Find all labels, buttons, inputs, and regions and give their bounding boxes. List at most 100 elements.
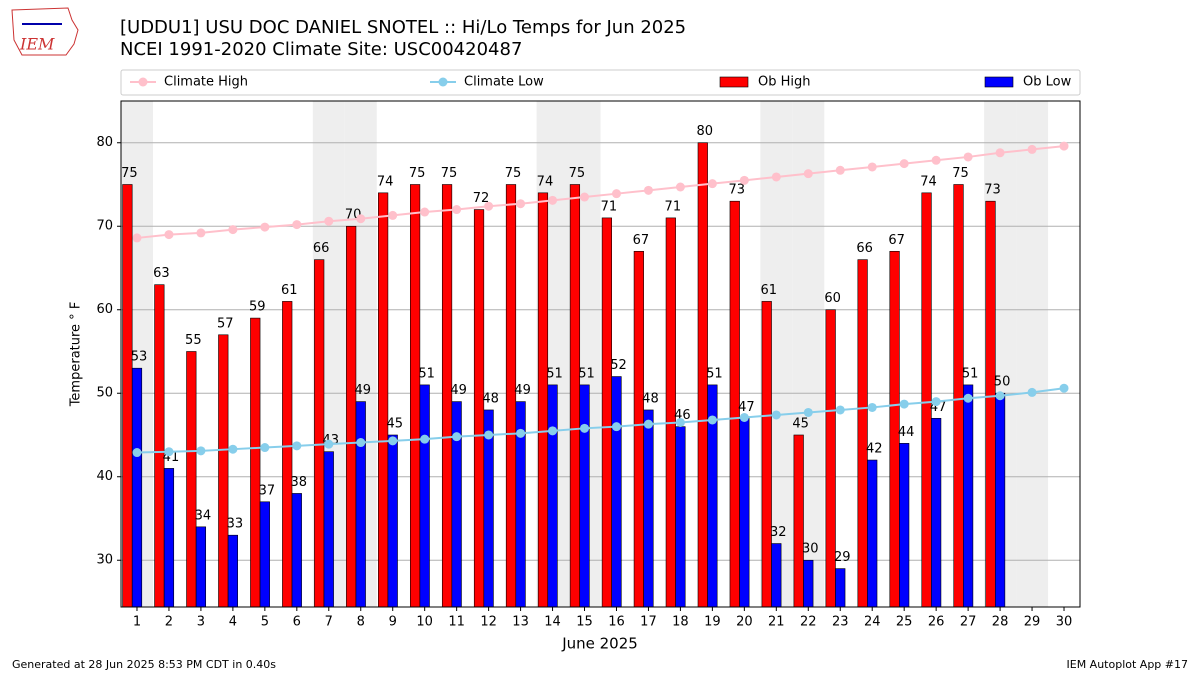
climate-point	[292, 441, 302, 451]
data-label: 57	[217, 316, 234, 331]
footer-left: Generated at 28 Jun 2025 8:53 PM CDT in …	[12, 658, 276, 671]
x-tick-label: 20	[736, 615, 753, 630]
climate-point	[771, 172, 781, 182]
logo: IEM	[11, 7, 79, 56]
climate-point	[484, 201, 494, 211]
legend-swatch	[138, 77, 148, 87]
x-tick-label: 24	[864, 615, 881, 630]
data-label: 34	[195, 508, 212, 523]
bar	[537, 192, 549, 608]
x-tick-label: 16	[608, 615, 625, 630]
climate-point	[548, 195, 558, 205]
data-label: 75	[121, 166, 138, 181]
climate-point	[931, 397, 941, 407]
climate-point	[388, 436, 398, 446]
x-tick-label: 9	[389, 615, 397, 630]
data-label: 48	[642, 391, 659, 406]
data-label: 75	[505, 166, 522, 181]
climate-point	[1059, 383, 1069, 393]
climate-point	[292, 220, 302, 230]
logo-text: IEM	[19, 35, 55, 54]
data-label: 52	[610, 358, 627, 373]
bar	[419, 384, 430, 608]
climate-point	[899, 399, 909, 409]
data-label: 60	[824, 291, 841, 306]
climate-point	[1027, 387, 1037, 397]
climate-point	[260, 222, 270, 232]
x-tick-label: 3	[197, 615, 205, 630]
bar	[227, 534, 238, 608]
bar	[569, 184, 581, 608]
bar	[739, 417, 750, 608]
data-label: 67	[633, 233, 650, 248]
data-label: 51	[418, 366, 435, 381]
x-tick-label: 12	[480, 615, 497, 630]
climate-point	[803, 169, 813, 179]
data-label: 59	[249, 300, 266, 315]
climate-point	[867, 402, 877, 412]
climate-point	[707, 415, 717, 425]
data-label: 75	[569, 166, 586, 181]
x-tick-label: 13	[512, 615, 529, 630]
bar	[259, 501, 270, 608]
x-tick-label: 28	[992, 615, 1009, 630]
data-label: 73	[728, 183, 745, 198]
x-tick-label: 17	[640, 615, 657, 630]
y-tick-label: 80	[96, 135, 113, 150]
climate-point	[803, 407, 813, 417]
bar	[282, 301, 293, 608]
climate-point	[739, 175, 749, 185]
x-tick-label: 29	[1024, 615, 1041, 630]
data-label: 74	[377, 174, 394, 189]
bar	[761, 301, 772, 608]
bar	[250, 317, 261, 608]
climate-line	[136, 145, 1065, 239]
climate-point	[356, 214, 366, 224]
x-tick-label: 19	[704, 615, 721, 630]
x-tick-label: 23	[832, 615, 849, 630]
climate-point	[1059, 141, 1069, 151]
data-label: 73	[984, 183, 1001, 198]
climate-point	[388, 210, 398, 220]
climate-point	[835, 165, 845, 175]
data-label: 48	[482, 391, 499, 406]
bar	[195, 526, 207, 608]
weekend-shade	[1016, 101, 1049, 607]
plot-frame	[120, 100, 1081, 608]
bar	[867, 459, 878, 608]
climate-point	[516, 199, 526, 209]
bar	[675, 426, 686, 608]
data-label: 49	[450, 383, 467, 398]
data-label: 37	[259, 483, 276, 498]
climate-point	[963, 393, 973, 403]
x-tick-label: 15	[576, 615, 593, 630]
legend-label: Ob High	[758, 75, 811, 90]
climate-point	[580, 192, 590, 202]
x-tick-label: 14	[544, 615, 561, 630]
data-label: 32	[770, 525, 787, 540]
footer-right: IEM Autoplot App #17	[1067, 658, 1189, 671]
legend-label: Climate Low	[464, 75, 544, 90]
x-tick-label: 11	[448, 615, 465, 630]
data-label: 63	[153, 266, 170, 281]
bar	[154, 284, 165, 608]
bar	[633, 250, 644, 608]
x-tick-label: 2	[165, 615, 173, 630]
climate-point	[643, 185, 653, 195]
y-tick-label: 70	[96, 219, 113, 234]
climate-point	[516, 428, 526, 438]
bar	[473, 209, 485, 608]
bar	[355, 401, 366, 608]
bar	[611, 376, 622, 608]
x-tick-label: 22	[800, 615, 817, 630]
data-label: 71	[665, 199, 682, 214]
bar	[378, 192, 389, 608]
bar	[186, 351, 197, 608]
climate-point	[420, 207, 430, 217]
data-label: 29	[834, 550, 851, 565]
legend-label: Ob Low	[1023, 75, 1072, 90]
climate-point	[228, 444, 238, 454]
x-tick-label: 30	[1056, 615, 1073, 630]
y-axis-label: Temperature ° F	[69, 302, 84, 408]
climate-point	[643, 419, 653, 429]
